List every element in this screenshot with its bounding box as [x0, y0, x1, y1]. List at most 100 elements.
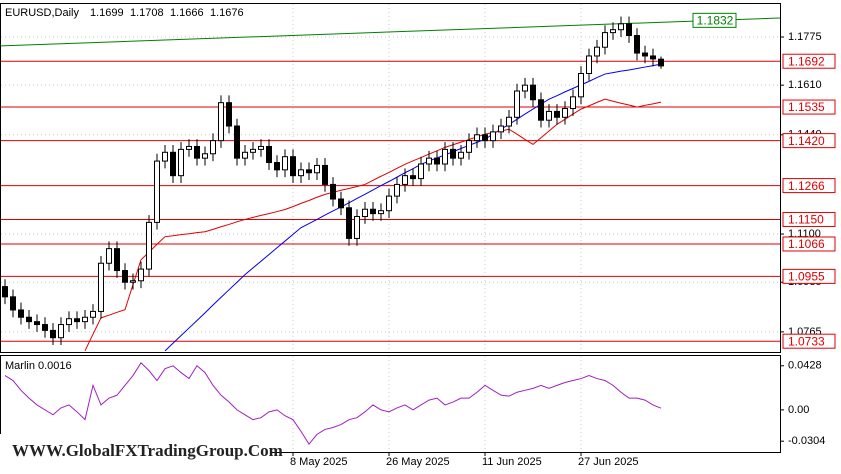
candle-body: [634, 35, 640, 54]
header-high: 1.1708: [130, 7, 164, 19]
candle-body: [586, 55, 592, 74]
level-label-box: [782, 53, 836, 69]
candle-body: [98, 262, 104, 312]
candle-body: [138, 268, 144, 282]
candle-body: [354, 216, 360, 239]
level-label-box: [782, 333, 836, 349]
candle-body: [434, 157, 440, 165]
candle-body: [650, 55, 656, 60]
candle-body: [626, 23, 632, 37]
candle-body: [250, 148, 256, 153]
candle-body: [578, 72, 584, 98]
candle-body: [290, 156, 296, 177]
level-label: 1.1692: [788, 54, 825, 68]
candle-body: [274, 162, 280, 171]
candle-body: [154, 160, 160, 223]
candle-body: [266, 145, 272, 164]
candle-body: [610, 29, 616, 34]
indicator-label: Marlin 0.0016: [5, 360, 72, 372]
candle-body: [130, 280, 136, 283]
level-label-box: [782, 133, 836, 149]
candle-body: [82, 316, 88, 323]
candle-body: [202, 153, 208, 159]
candle-body: [18, 309, 24, 318]
indicator-tick-label: 0.00: [788, 404, 809, 416]
level-label: 1.0733: [788, 334, 825, 348]
trendline-label-box: [692, 12, 737, 28]
candle-body: [426, 157, 432, 165]
candle-body: [146, 221, 152, 270]
candle-body: [530, 84, 536, 101]
candle-body: [114, 248, 120, 272]
candle-body: [178, 148, 184, 177]
candle-body: [258, 145, 264, 150]
candle-body: [74, 318, 80, 323]
candle-body: [242, 151, 248, 159]
candle-body: [618, 23, 624, 31]
candle-body: [90, 310, 96, 318]
y-tick-label: 1.1775: [788, 31, 822, 43]
candle-body: [474, 134, 480, 142]
candle-body: [194, 145, 200, 159]
candle-body: [522, 84, 528, 92]
candle-body: [34, 321, 40, 326]
candle-body: [10, 296, 16, 311]
candle-body: [370, 208, 376, 215]
candle-body: [162, 151, 168, 162]
price-panel: [0, 3, 781, 353]
level-label-box: [782, 99, 836, 115]
candle-body: [386, 195, 392, 212]
indicator-tick-label: 0.0428: [788, 360, 822, 372]
indicator-panel: [0, 355, 781, 453]
x-tick-label: 11 Jun 2025: [482, 456, 542, 468]
level-label-box: [782, 268, 836, 284]
candle-body: [402, 175, 408, 185]
candle-body: [106, 248, 112, 264]
level-label-box: [782, 236, 836, 252]
candle-body: [602, 32, 608, 48]
symbol: EURUSD,Daily: [5, 7, 79, 19]
candle-body: [442, 148, 448, 165]
level-label: 1.1535: [788, 100, 825, 114]
candle-body: [306, 169, 312, 174]
candle-body: [642, 52, 648, 57]
candle-body: [50, 329, 56, 339]
trendline: [0, 17, 781, 47]
candle-body: [122, 270, 128, 283]
candle-body: [210, 140, 216, 155]
candle-body: [298, 169, 304, 177]
x-tick-label: 27 Jun 2025: [578, 456, 639, 468]
candle-body: [490, 131, 496, 142]
candle-body: [338, 198, 344, 209]
candle-body: [498, 125, 504, 133]
candle-body: [506, 116, 512, 127]
x-tick-label: 8 May 2025: [290, 456, 347, 468]
candle-body: [570, 96, 576, 110]
candle-body: [554, 110, 560, 118]
plot-layer: 1.17751.16101.14401.11001.09351.07650.04…: [0, 4, 836, 468]
level-label: 1.1420: [788, 134, 825, 148]
level-label-box: [782, 178, 836, 194]
candle-body: [362, 208, 368, 218]
candle-body: [594, 46, 600, 57]
candle-body: [346, 207, 352, 239]
candle-body: [234, 125, 240, 159]
candle-body: [58, 324, 64, 339]
watermark: WWW.GlobalFXTradingGroup.Com: [12, 441, 283, 460]
candle-body: [42, 324, 48, 331]
header-open: 1.1699: [90, 7, 124, 19]
candle-body: [330, 183, 336, 200]
candle-body: [282, 156, 288, 171]
candle-body: [314, 164, 320, 174]
candle-body: [186, 145, 192, 150]
candle-body: [170, 151, 176, 177]
candle-body: [546, 110, 552, 121]
level-label: 1.1150: [788, 213, 824, 227]
candle-body: [466, 140, 472, 153]
watermark-box: [0, 434, 272, 472]
candle-body: [226, 102, 232, 127]
candle-body: [658, 58, 664, 67]
level-label: 1.1266: [788, 179, 825, 193]
y-tick-label: 1.1610: [788, 79, 822, 91]
trendline-label: 1.1832: [697, 14, 734, 28]
